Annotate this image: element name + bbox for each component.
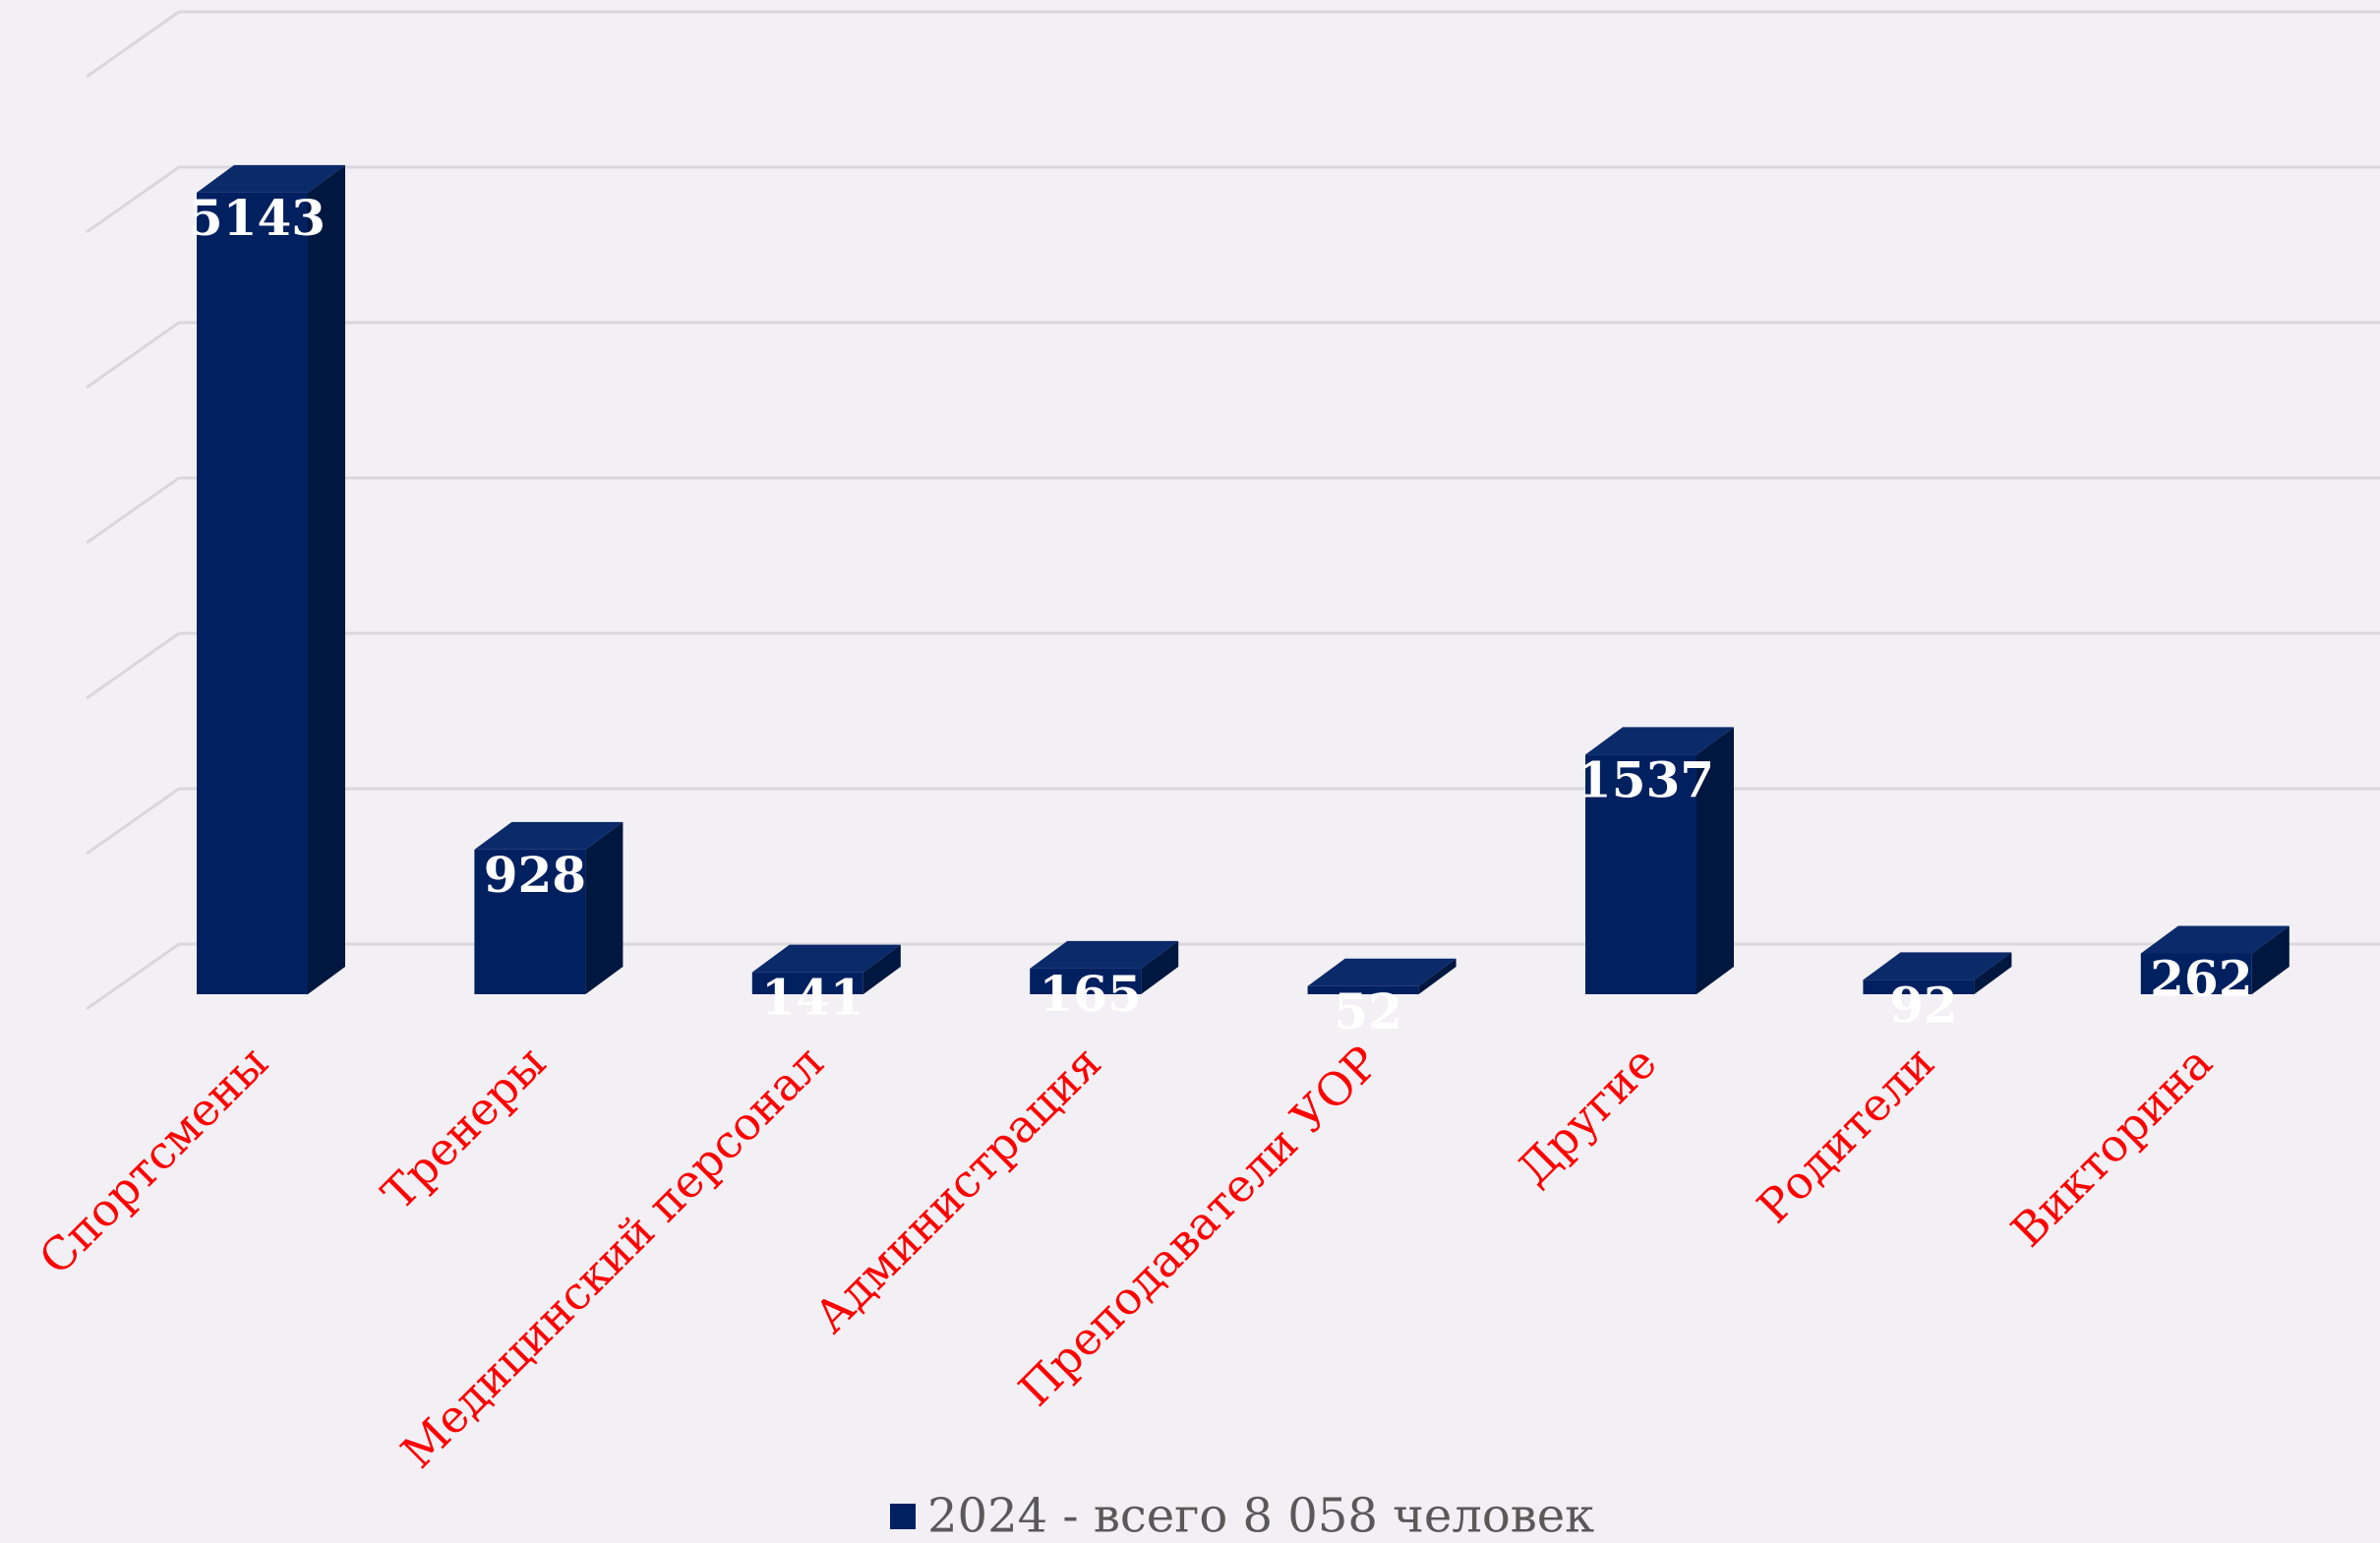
bar	[2140, 925, 2290, 994]
bar-top	[1863, 952, 2012, 980]
bar-top	[2140, 925, 2290, 954]
bar-side	[308, 164, 345, 995]
value-label: 165	[1040, 965, 1142, 1023]
grid-line-side	[86, 165, 180, 234]
bar-side	[1141, 940, 1179, 994]
value-label: 1537	[1577, 750, 1714, 808]
bar	[197, 164, 345, 995]
bar-top	[474, 821, 624, 850]
bar-side	[1974, 952, 2012, 994]
bar	[474, 821, 624, 994]
grid-line-side	[86, 942, 180, 1011]
bar-front	[474, 849, 586, 994]
value-label: 928	[484, 846, 586, 904]
value-label: 92	[1889, 976, 1958, 1034]
bar-top	[1307, 958, 1457, 986]
legend-swatch	[890, 1504, 916, 1529]
bar-side	[1696, 727, 1734, 994]
grid-line-side	[86, 476, 180, 545]
legend-label: 2024 - всего 8 058 человек	[927, 1489, 1594, 1543]
bar-top	[1030, 940, 1179, 969]
bar-front	[1863, 979, 1975, 994]
bar-side	[1418, 958, 1457, 994]
bar-front	[751, 972, 863, 994]
bar	[1863, 952, 2012, 994]
bar	[1585, 727, 1734, 994]
bar-front	[1030, 968, 1142, 994]
bar	[1307, 958, 1457, 994]
bar-top	[197, 164, 345, 193]
bar-side	[585, 821, 624, 994]
value-label: 5143	[189, 189, 326, 247]
bar-front	[1585, 754, 1696, 994]
grid-line-side	[86, 321, 180, 389]
bar	[1030, 940, 1179, 994]
value-label: 262	[2150, 949, 2252, 1007]
grid-line-side	[86, 631, 180, 700]
bar-front	[197, 192, 308, 995]
grid-line-side	[86, 10, 180, 79]
bar-side	[2251, 925, 2290, 994]
bar-top	[1585, 727, 1734, 755]
bar-top	[751, 944, 901, 973]
value-label: 141	[761, 969, 863, 1027]
value-label: 52	[1334, 982, 1402, 1040]
bar-front	[2140, 953, 2252, 994]
grid-line-side	[86, 787, 180, 856]
bar-front	[1307, 985, 1419, 994]
bar	[751, 944, 901, 994]
bar-side	[863, 944, 901, 994]
